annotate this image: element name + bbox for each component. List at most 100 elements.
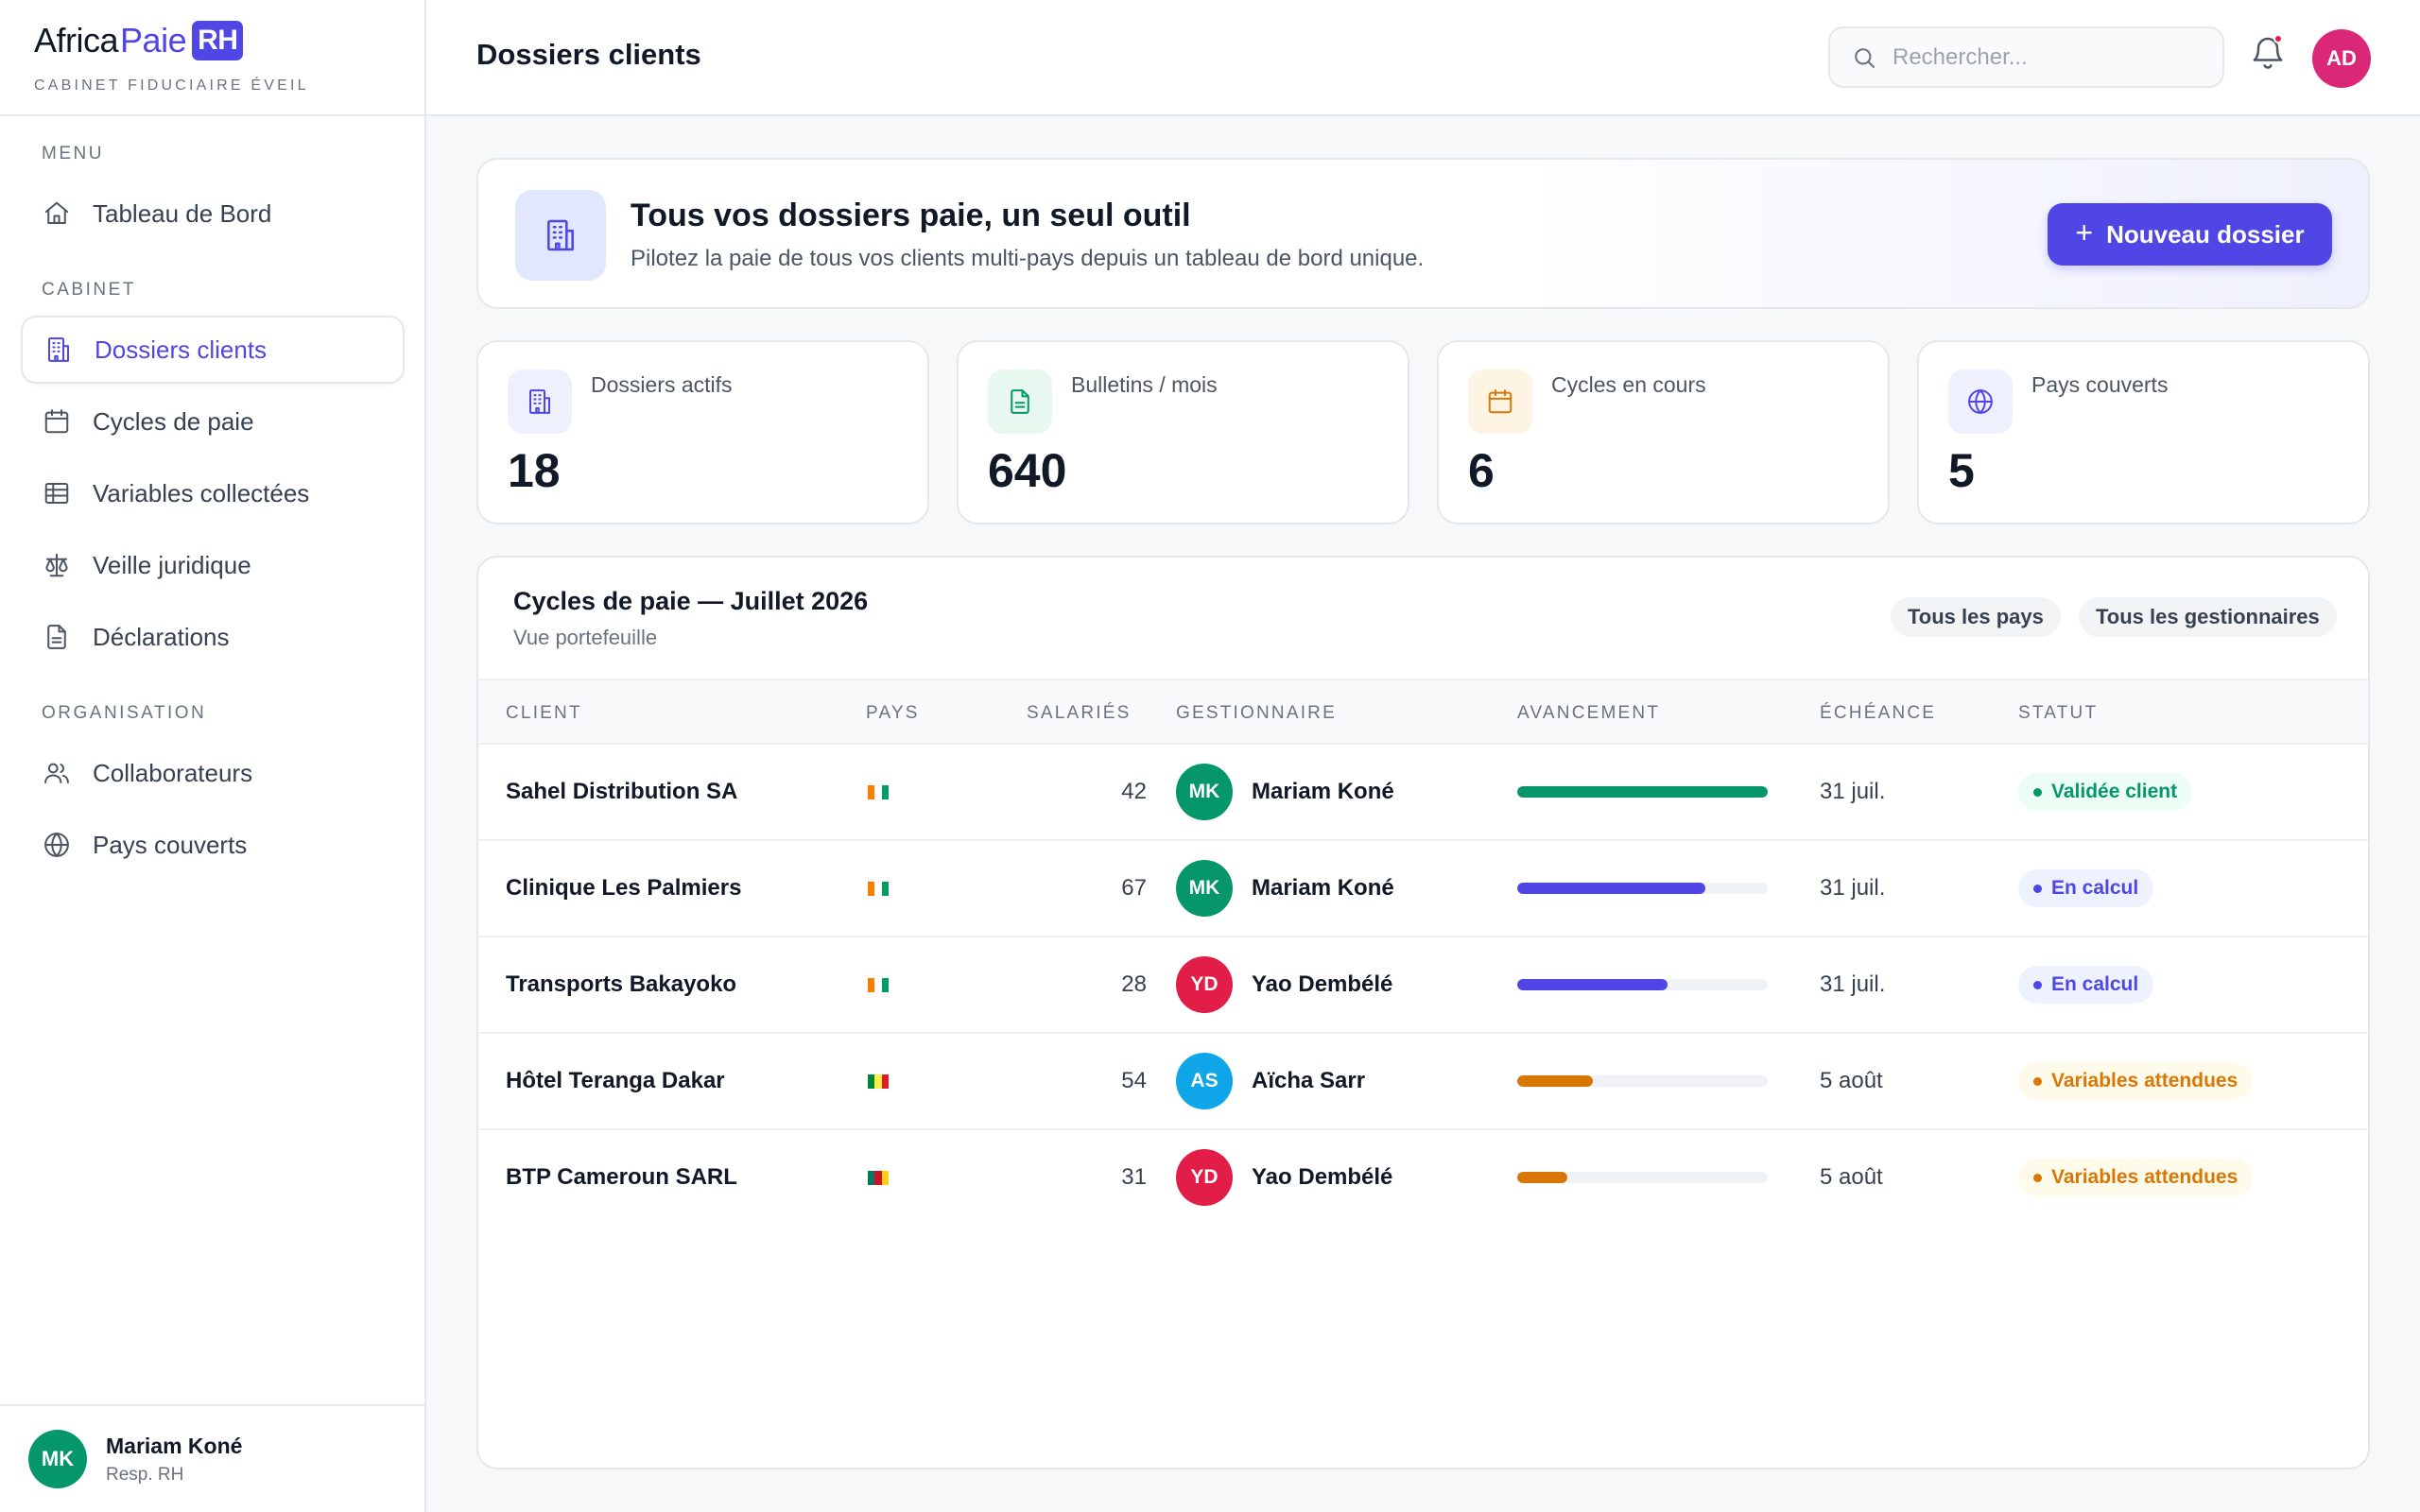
table-icon <box>42 478 72 508</box>
stat-card-pays: Pays couverts 5 <box>1917 340 2370 524</box>
sidebar-item-cycles-de-paie[interactable]: Cycles de paie <box>21 387 405 455</box>
column-header[interactable]: SALARIÉS <box>1027 703 1132 723</box>
section-organisation: ORGANISATION <box>42 703 207 723</box>
column-header[interactable]: PAYS <box>866 703 920 723</box>
filter-gestionnaires[interactable]: Tous les gestionnaires <box>2079 597 2337 637</box>
gestionnaire[interactable]: AS Aïcha Sarr <box>1176 1034 1365 1128</box>
sidebar: Africa Paie RH CABINET FIDUCIAIRE ÉVEIL ME… <box>0 0 426 1512</box>
client-name[interactable]: Hôtel Teranga Dakar <box>506 1068 725 1093</box>
new-dossier-label: Nouveau dossier <box>2106 219 2305 249</box>
client-name[interactable]: Clinique Les Palmiers <box>506 875 742 901</box>
sidebar-item-tableau-de-bord[interactable]: Tableau de Bord <box>21 180 405 248</box>
table-row[interactable]: BTP Cameroun SARL 31 YD Yao Dembélé 5 août Va… <box>478 1130 2368 1227</box>
salaries-count: 67 <box>1121 875 1147 901</box>
stat-value: 5 <box>1948 444 1975 497</box>
sidebar-item-label: Cycles de paie <box>93 406 254 436</box>
top-header: Dossiers clients AD <box>426 0 2420 116</box>
avatar: MK <box>1176 860 1233 917</box>
gestionnaire[interactable]: YD Yao Dembélé <box>1176 937 1392 1032</box>
search-icon <box>1851 44 1893 71</box>
stat-label: Dossiers actifs <box>591 372 733 397</box>
status-dot <box>2033 787 2042 797</box>
stat-value: 640 <box>988 444 1067 497</box>
logo-africa: Africa <box>34 21 119 60</box>
building-icon <box>43 335 74 365</box>
salaries-count: 42 <box>1121 779 1147 804</box>
gestionnaire-name: Aïcha Sarr <box>1252 1068 1366 1093</box>
column-header[interactable]: ÉCHÉANCE <box>1820 703 1937 723</box>
table-row[interactable]: Hôtel Teranga Dakar 54 AS Aïcha Sarr 5 août V… <box>478 1034 2368 1130</box>
sidebar-item-variables-collectees[interactable]: Variables collectées <box>21 459 405 527</box>
avatar: AS <box>1176 1053 1233 1109</box>
building-icon <box>508 369 572 434</box>
column-header[interactable]: AVANCEMENT <box>1517 703 1661 723</box>
gestionnaire[interactable]: YD Yao Dembélé <box>1176 1130 1392 1225</box>
payroll-cycles-card: Cycles de paie — Juillet 2026 Vue portef… <box>476 556 2370 1469</box>
current-user[interactable]: MK Mariam Koné Resp. RH <box>0 1404 426 1512</box>
new-dossier-button[interactable]: + Nouveau dossier <box>2048 203 2332 266</box>
status-badge[interactable]: En calcul <box>2018 966 2154 1004</box>
gestionnaire-name: Mariam Koné <box>1252 779 1394 804</box>
gestionnaire[interactable]: MK Mariam Koné <box>1176 745 1394 839</box>
salaries-count: 31 <box>1121 1164 1147 1190</box>
status-badge[interactable]: Variables attendues <box>2018 1159 2254 1196</box>
country-flag <box>868 745 889 839</box>
due-date: 31 juil. <box>1820 875 1886 901</box>
home-icon <box>42 198 72 229</box>
notifications-button[interactable] <box>2249 34 2287 72</box>
column-header[interactable]: STATUT <box>2018 703 2099 723</box>
sidebar-item-label: Dossiers clients <box>95 335 268 364</box>
status-badge[interactable]: Validée client <box>2018 773 2193 811</box>
stat-card-cycles: Cycles en cours 6 <box>1437 340 1890 524</box>
search-input[interactable] <box>1893 43 2195 71</box>
hero-title: Tous vos dossiers paie, un seul outil <box>631 198 1191 233</box>
scale-icon <box>42 550 72 580</box>
globe-icon <box>1948 369 2013 434</box>
stat-value: 6 <box>1468 444 1495 497</box>
status-label: Variables attendues <box>2051 1166 2238 1188</box>
header-avatar[interactable]: AD <box>2312 29 2371 88</box>
search-box[interactable] <box>1828 26 2224 88</box>
progress-bar <box>1517 1034 1768 1128</box>
filter-pays[interactable]: Tous les pays <box>1891 597 2061 637</box>
brand: Africa Paie RH CABINET FIDUCIAIRE ÉVEIL <box>0 0 424 116</box>
sidebar-item-label: Collaborateurs <box>93 758 253 787</box>
user-name: Mariam Koné <box>106 1433 243 1458</box>
logo-rh-badge: RH <box>192 21 244 60</box>
column-header[interactable]: CLIENT <box>506 703 582 723</box>
progress-fill <box>1517 1075 1593 1087</box>
sidebar-item-label: Variables collectées <box>93 478 310 507</box>
table-row[interactable]: Clinique Les Palmiers 67 MK Mariam Koné 31 j… <box>478 841 2368 937</box>
stat-card-dossiers-actifs: Dossiers actifs 18 <box>476 340 929 524</box>
gestionnaire-name: Yao Dembélé <box>1252 971 1393 997</box>
sidebar-item-declarations[interactable]: Déclarations <box>21 603 405 671</box>
status-cell: Variables attendues <box>2018 1034 2254 1128</box>
client-name[interactable]: BTP Cameroun SARL <box>506 1164 737 1190</box>
client-name[interactable]: Transports Bakayoko <box>506 971 737 997</box>
sidebar-item-veille-juridique[interactable]: Veille juridique <box>21 531 405 599</box>
table-row[interactable]: Sahel Distribution SA 42 MK Mariam Koné 31 j… <box>478 745 2368 841</box>
app-logo[interactable]: Africa Paie RH <box>34 17 424 64</box>
table-subtitle: Vue portefeuille <box>513 626 658 649</box>
status-badge[interactable]: En calcul <box>2018 869 2154 907</box>
progress-fill <box>1517 1172 1567 1183</box>
gestionnaire[interactable]: MK Mariam Koné <box>1176 841 1394 936</box>
client-name[interactable]: Sahel Distribution SA <box>506 779 738 804</box>
status-label: En calcul <box>2051 973 2139 995</box>
column-header[interactable]: GESTIONNAIRE <box>1176 703 1337 723</box>
table-row[interactable]: Transports Bakayoko 28 YD Yao Dembélé 31 jui… <box>478 937 2368 1034</box>
sidebar-item-label: Veille juridique <box>93 550 251 579</box>
avatar: YD <box>1176 956 1233 1013</box>
stat-card-bulletins: Bulletins / mois 640 <box>957 340 1409 524</box>
status-dot <box>2033 884 2042 893</box>
status-badge[interactable]: Variables attendues <box>2018 1062 2254 1100</box>
sidebar-item-dossiers-clients[interactable]: Dossiers clients <box>21 316 405 384</box>
due-date: 31 juil. <box>1820 779 1886 804</box>
notification-dot <box>2273 34 2283 43</box>
section-cabinet: CABINET <box>42 280 136 300</box>
status-dot <box>2033 1173 2042 1182</box>
sidebar-item-pays-couverts[interactable]: Pays couverts <box>21 811 405 879</box>
firm-name: CABINET FIDUCIAIRE ÉVEIL <box>34 77 309 94</box>
country-flag <box>868 1034 889 1128</box>
sidebar-item-collaborateurs[interactable]: Collaborateurs <box>21 739 405 807</box>
